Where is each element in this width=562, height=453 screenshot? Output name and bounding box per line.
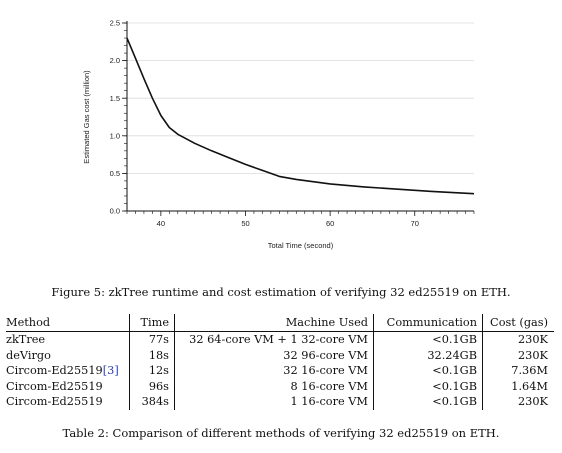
cell-communication: <0.1GB: [432, 364, 477, 377]
table-row: zkTree 77s 32 64-core VM + 1 32-core VM …: [6, 331, 554, 348]
cell-cost: 230K: [482, 347, 554, 363]
cell-communication: <0.1GB: [432, 395, 477, 408]
cell-machine: 8 16-core VM: [174, 378, 374, 394]
cell-cost: 7.36M: [482, 363, 554, 379]
chart-series: [126, 37, 475, 195]
cell-cost: 230K: [482, 331, 554, 348]
cell-machine: 32 96-core VM: [174, 347, 374, 363]
cell-cost: 230K: [482, 394, 554, 410]
chart-axes: [126, 21, 474, 212]
table-row: Circom-Ed25519 384s 1 16-core VM <0.1GB …: [6, 394, 554, 410]
header-cost: Cost (gas): [482, 314, 554, 332]
header-method: Method: [6, 314, 130, 332]
y-tick-label: 1.0: [110, 131, 120, 140]
table-row: deVirgo 18s 32 96-core VM 32.24GB 230K: [6, 347, 554, 363]
cell-method: Circom-Ed25519: [6, 379, 103, 393]
cell-communication: 32.24GB: [427, 348, 477, 362]
cell-method: Circom-Ed25519: [6, 395, 103, 408]
table-row: Circom-Ed25519[3] 12s 32 16-core VM <0.1…: [6, 363, 554, 379]
cell-time: 96s: [129, 378, 175, 394]
cell-communication: <0.1GB: [432, 333, 477, 346]
table-caption: Table 2: Comparison of different methods…: [62, 426, 500, 440]
chart-grid: [127, 22, 474, 212]
header-machine: Machine Used: [174, 314, 374, 332]
cell-machine: 32 64-core VM + 1 32-core VM: [174, 331, 374, 348]
x-tick-label: 70: [411, 219, 419, 228]
cell-machine: 1 16-core VM: [174, 394, 374, 410]
series-line: [126, 37, 475, 195]
y-tick-label: 0.0: [110, 207, 120, 216]
cell-cost: 1.64M: [482, 378, 554, 394]
y-tick-label: 2.5: [110, 19, 120, 28]
cell-time: 12s: [129, 363, 175, 379]
cell-method: zkTree: [6, 333, 46, 346]
x-tick-label: 50: [241, 219, 249, 228]
cell-machine: 32 16-core VM: [174, 363, 374, 379]
comparison-table: Method Time Machine Used Communication C…: [6, 314, 554, 410]
cell-time: 77s: [129, 331, 175, 348]
y-tick-label: 0.5: [110, 169, 120, 178]
citation-link[interactable]: [3]: [102, 364, 119, 377]
header-time: Time: [129, 314, 175, 332]
y-tick-label: 1.5: [110, 94, 120, 103]
table-row: Circom-Ed25519 96s 8 16-core VM <0.1GB 1…: [6, 378, 554, 394]
x-axis-title: Total Time (second): [268, 241, 334, 250]
table-header-row: Method Time Machine Used Communication C…: [6, 314, 554, 332]
header-communication: Communication: [373, 314, 483, 332]
x-tick-label: 40: [157, 219, 165, 228]
cell-method: deVirgo: [6, 348, 51, 362]
y-tick-label: 2.0: [110, 56, 120, 65]
y-axis-title: Estimated Gas cost (million): [82, 70, 91, 164]
cell-time: 18s: [129, 347, 175, 363]
runtime-cost-chart: 0.0 0.5 1.0 1.5 2.0 2.5 40 50 60 70 Total Time (s…: [82, 19, 475, 250]
cell-time: 384s: [129, 394, 175, 410]
cell-communication: <0.1GB: [432, 379, 477, 393]
x-tick-label: 60: [326, 219, 334, 228]
figure-caption: Figure 5: zkTree runtime and cost estima…: [51, 285, 511, 299]
cell-method: Circom-Ed25519[3]: [6, 364, 119, 377]
chart-ticks: 0.0 0.5 1.0 1.5 2.0 2.5 40 50 60 70: [110, 19, 475, 228]
